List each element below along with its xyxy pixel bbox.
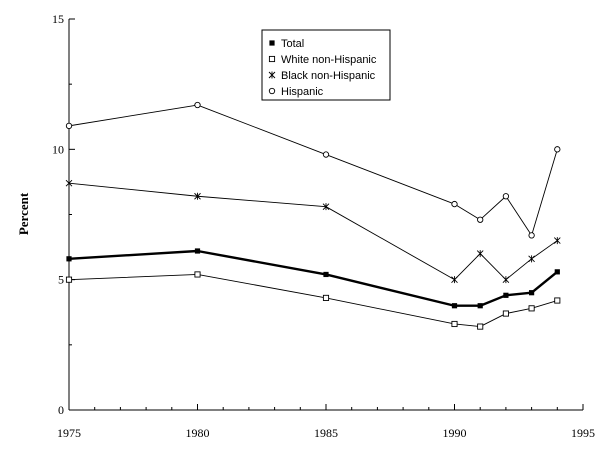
data-point-white-non-hispanic (322, 294, 330, 301)
data-point-hispanic (451, 200, 458, 208)
x-tick-label: 1990 (443, 426, 467, 440)
legend-marker-white-non-hispanic (268, 55, 276, 63)
data-point-hispanic (65, 122, 73, 130)
data-point-black-non-hispanic (451, 276, 458, 284)
legend-label-white-non-hispanic: White non-Hispanic (281, 54, 377, 66)
axes: 0 5 10 15 1975 1980 1985 1990 1995 (52, 12, 595, 440)
data-point-hispanic (322, 151, 330, 158)
data-point-white-non-hispanic (451, 320, 458, 328)
legend-marker-hispanic (268, 87, 276, 95)
data-point-total (194, 248, 201, 254)
data-point-white-non-hispanic (65, 276, 73, 283)
data-point-hispanic (554, 146, 561, 153)
data-point-hispanic (194, 101, 201, 109)
y-tick-label: 0 (58, 403, 64, 417)
data-point-black-non-hispanic (476, 250, 484, 258)
y-axis-title: Percent (16, 192, 31, 235)
data-point-black-non-hispanic (553, 237, 561, 245)
data-point-white-non-hispanic (502, 310, 509, 317)
series-white-non-hispanic (65, 271, 561, 330)
y-tick-label: 5 (58, 273, 64, 287)
y-tick-label: 10 (52, 142, 64, 156)
series-line-total (68, 249, 559, 307)
data-point-total (477, 303, 483, 309)
series-total (66, 248, 560, 309)
data-point-black-non-hispanic (194, 192, 201, 200)
data-point-total (66, 256, 72, 262)
legend-label-hispanic: Hispanic (281, 86, 324, 98)
data-point-black-non-hispanic (528, 255, 535, 263)
data-point-white-non-hispanic (477, 323, 484, 330)
data-point-white-non-hispanic (194, 271, 201, 278)
data-point-total (323, 271, 329, 278)
series-black-non-hispanic (65, 179, 561, 284)
data-point-hispanic (502, 193, 510, 200)
data-point-total (503, 292, 509, 298)
x-tick-label: 1995 (571, 426, 595, 440)
legend-marker-black-non-hispanic (268, 71, 276, 79)
x-tick-label: 1980 (186, 426, 210, 440)
series-line-hispanic (68, 104, 558, 236)
data-point-black-non-hispanic (65, 179, 73, 187)
data-point-hispanic (528, 232, 535, 239)
series-line-white-non-hispanic (68, 274, 558, 328)
data-point-total (554, 269, 560, 275)
data-point-total (529, 290, 535, 296)
x-tick-label: 1975 (57, 426, 81, 440)
series-layer (65, 101, 561, 330)
data-point-white-non-hispanic (554, 297, 561, 304)
data-point-hispanic (477, 216, 484, 223)
y-tick-label: 15 (52, 12, 64, 26)
legend-label-black-non-hispanic: Black non-Hispanic (281, 70, 376, 82)
legend-marker-total (269, 40, 275, 46)
legend: Total White non-Hispanic Black non-Hispani… (261, 29, 391, 101)
data-point-white-non-hispanic (528, 305, 535, 312)
data-point-black-non-hispanic (322, 203, 330, 211)
legend-box (261, 29, 391, 101)
data-point-total (451, 303, 458, 309)
data-point-black-non-hispanic (502, 276, 510, 284)
series-hispanic (65, 101, 561, 239)
series-line-black-non-hispanic (68, 182, 558, 281)
legend-label-total: Total (281, 38, 304, 50)
x-tick-label: 1985 (314, 426, 338, 440)
